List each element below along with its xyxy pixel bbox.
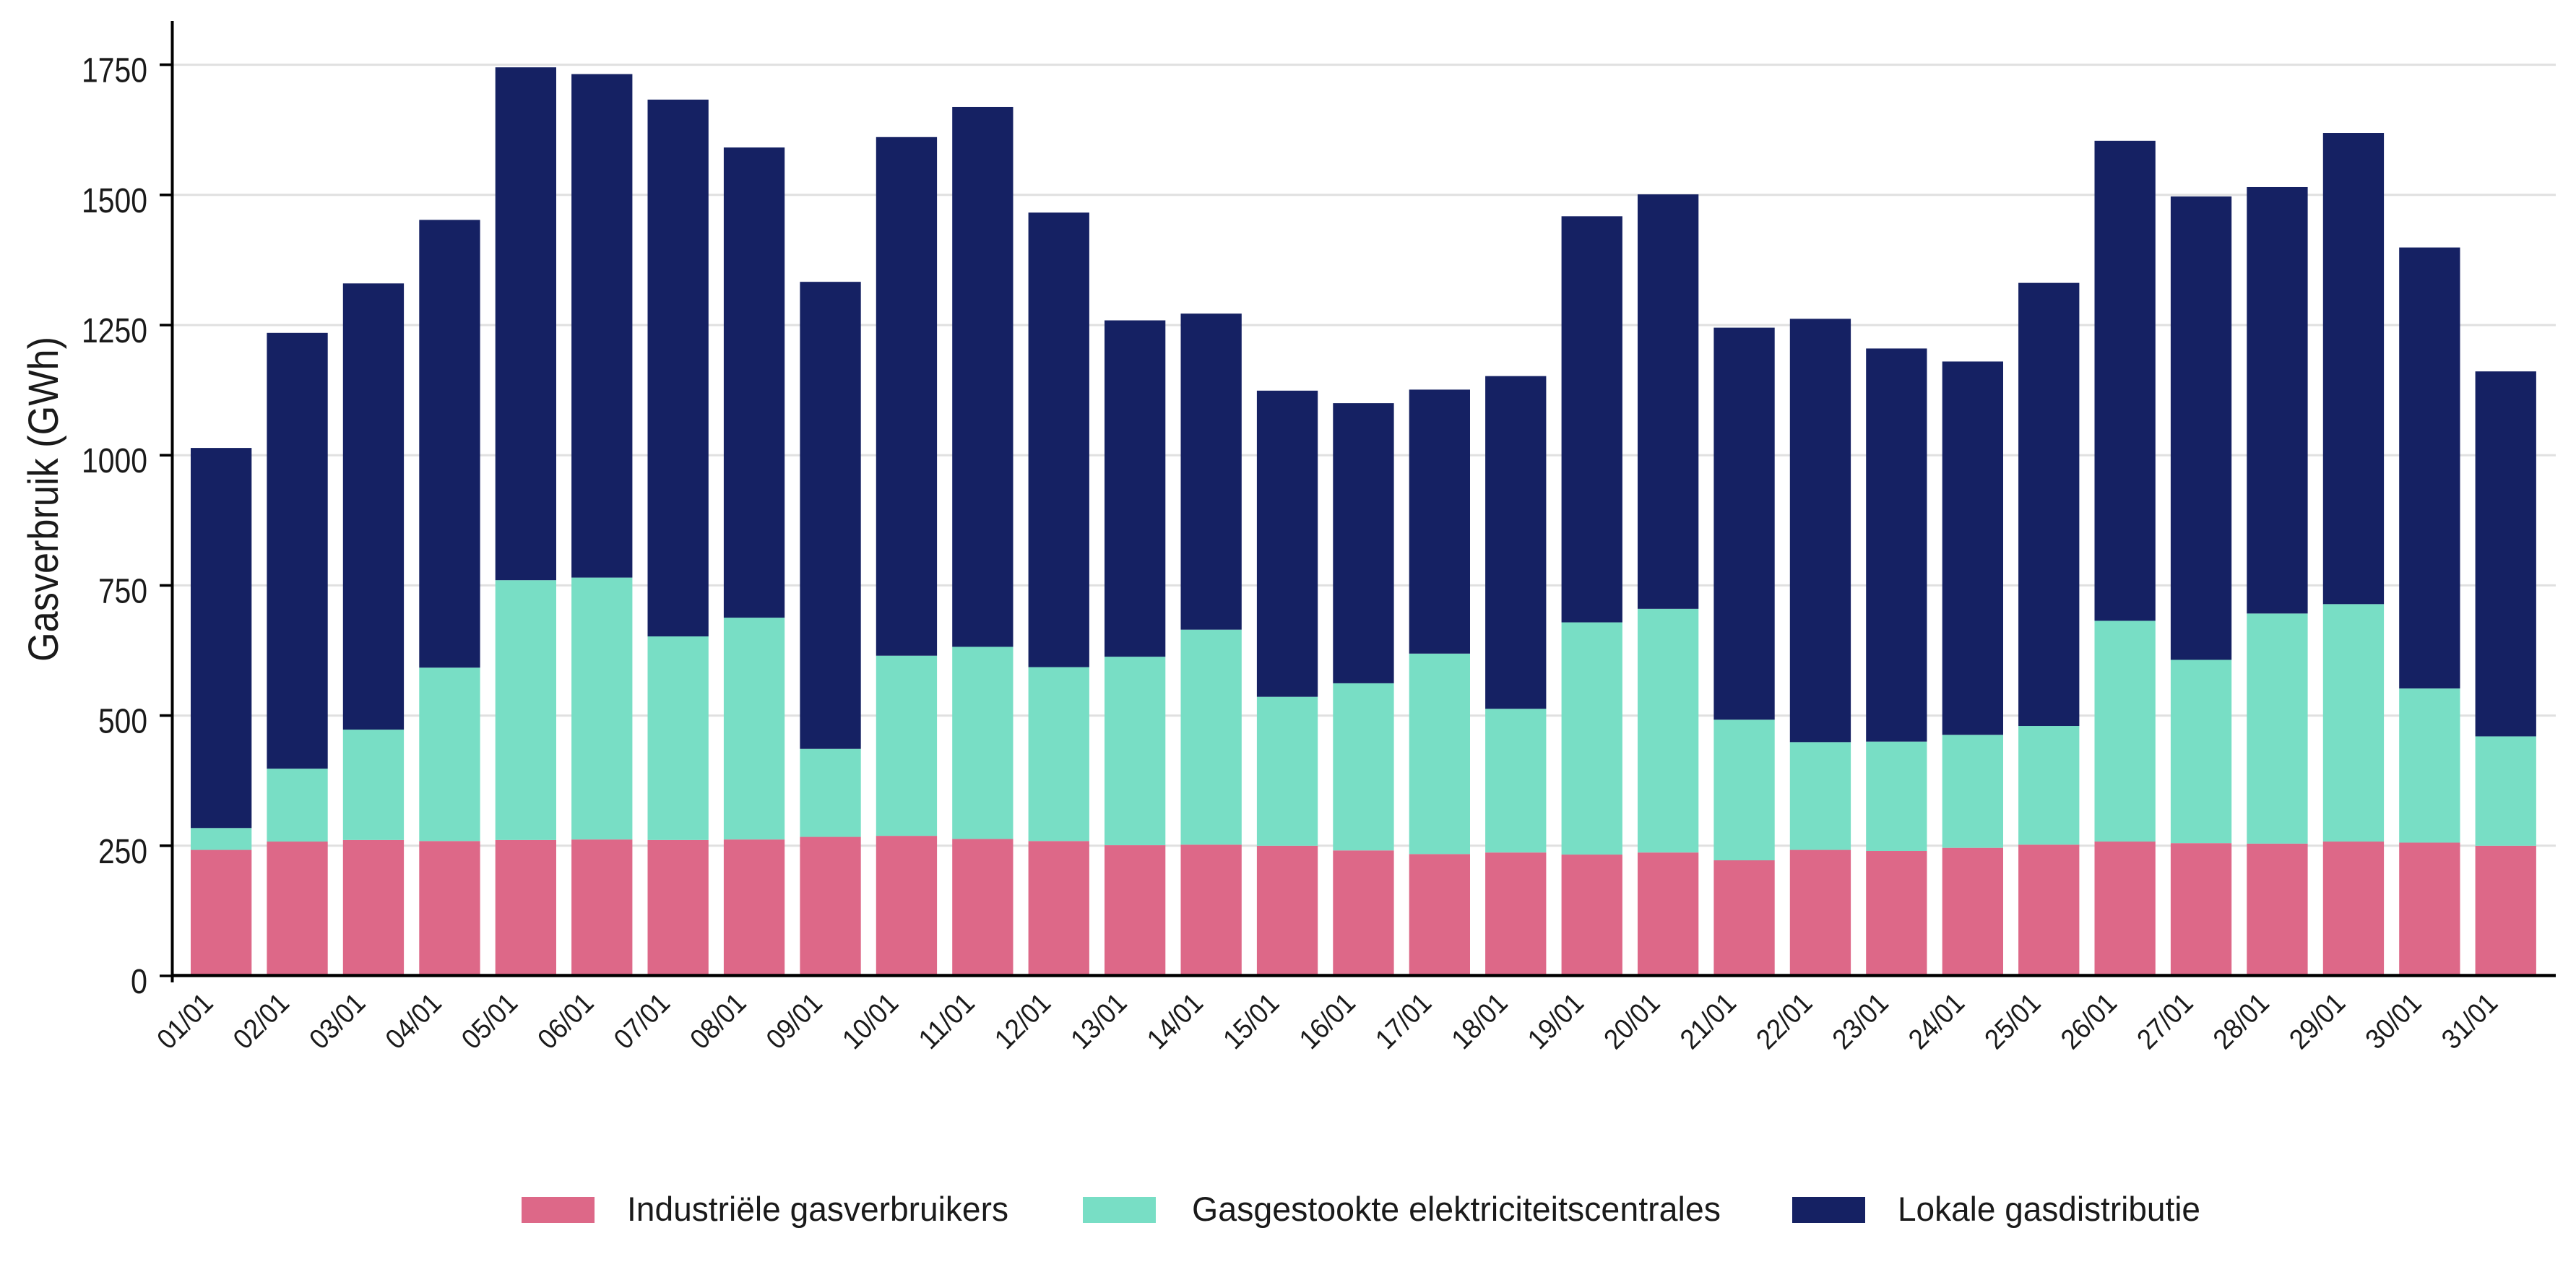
svg-text:1250: 1250	[82, 312, 147, 350]
svg-text:Industriële gasverbruikers: Industriële gasverbruikers	[627, 1190, 1008, 1228]
svg-text:Gasverbruik (GWh): Gasverbruik (GWh)	[20, 337, 67, 662]
svg-text:Lokale gasdistributie: Lokale gasdistributie	[1898, 1190, 2200, 1228]
svg-text:Gasgestookte elektriciteitscen: Gasgestookte elektriciteitscentrales	[1192, 1190, 1721, 1228]
svg-text:500: 500	[98, 703, 147, 741]
svg-text:0: 0	[131, 963, 147, 1001]
svg-text:1750: 1750	[82, 52, 147, 90]
svg-text:750: 750	[98, 572, 147, 610]
svg-text:1500: 1500	[82, 182, 147, 220]
svg-text:250: 250	[98, 833, 147, 871]
svg-text:1000: 1000	[82, 442, 147, 480]
